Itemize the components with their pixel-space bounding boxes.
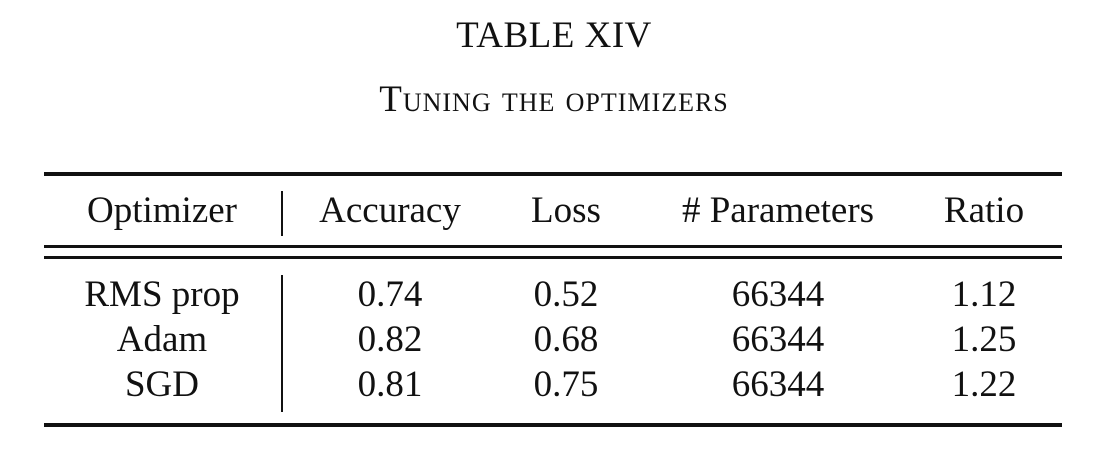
header-ratio: Ratio: [943, 190, 1025, 231]
accuracy-value: 0.74: [357, 274, 423, 315]
header-loss: Loss: [531, 190, 601, 231]
loss-value: 0.52: [533, 274, 599, 315]
ratio-value: 1.12: [951, 274, 1017, 315]
accuracy-value: 0.81: [357, 364, 423, 405]
loss-value: 0.68: [533, 319, 599, 360]
parameters-value: 66344: [731, 319, 825, 360]
accuracy-value: 0.82: [357, 319, 423, 360]
optimizer-name: SGD: [124, 364, 200, 405]
table-row: RMS prop 0.74 0.52 66344 1.12: [44, 273, 1062, 317]
body-column-separator: [281, 275, 283, 412]
header-row: Optimizer Accuracy Loss # Parameters Rat…: [44, 189, 1062, 233]
optimizer-name: Adam: [116, 319, 208, 360]
table-title: Tuning the optimizers: [379, 79, 729, 120]
table-row: Adam 0.82 0.68 66344 1.25: [44, 318, 1062, 362]
table-row: SGD 0.81 0.75 66344 1.22: [44, 363, 1062, 407]
header-column-separator: [281, 191, 283, 236]
table-top-rule: [44, 172, 1062, 176]
parameters-value: 66344: [731, 364, 825, 405]
header-double-rule-upper: [44, 245, 1062, 248]
parameters-value: 66344: [731, 274, 825, 315]
ratio-value: 1.25: [951, 319, 1017, 360]
ratio-value: 1.22: [951, 364, 1017, 405]
header-accuracy: Accuracy: [319, 190, 461, 231]
table-number: TABLE XIV: [456, 15, 652, 56]
optimizer-name: RMS prop: [84, 274, 240, 315]
table-bottom-rule: [44, 423, 1062, 427]
header-optimizer: Optimizer: [86, 190, 237, 231]
loss-value: 0.75: [533, 364, 599, 405]
header-parameters: # Parameters: [681, 190, 875, 231]
header-double-rule-lower: [44, 256, 1062, 259]
